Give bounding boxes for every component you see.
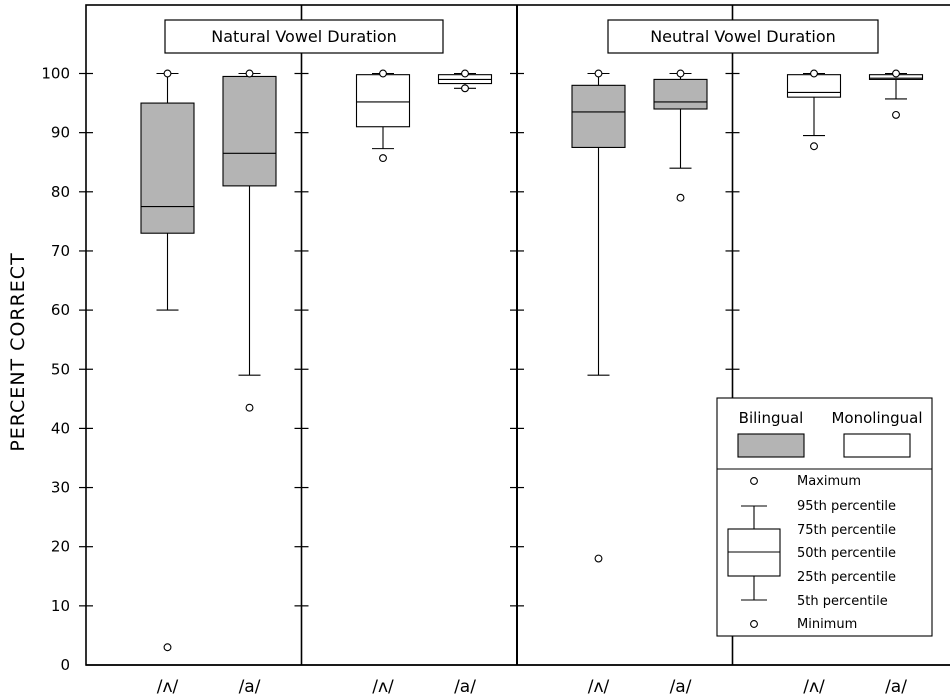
minimum-marker <box>245 403 254 412</box>
iqr-box <box>355 74 411 128</box>
panel-titles: Natural Vowel Duration Neutral Vowel Dura… <box>164 19 879 54</box>
iqr-box <box>786 74 842 98</box>
maximum-marker <box>379 69 387 78</box>
panel-title-2: Neutral Vowel Duration <box>607 19 879 54</box>
category-label: /ʌ/ <box>372 677 394 695</box>
legend-item-label: Maximum <box>797 474 861 489</box>
category-label: /ʌ/ <box>803 677 825 695</box>
box-4-2: /a/ <box>868 69 924 695</box>
maximum-marker <box>461 69 469 78</box>
panel-3: /ʌ/ /a/ <box>571 69 708 695</box>
minimum-marker <box>594 554 603 563</box>
panel-title-text: Neutral Vowel Duration <box>650 27 836 46</box>
y-tick-label: 60 <box>51 301 70 319</box>
box-4-1: /ʌ/ <box>786 69 842 695</box>
category-label: /ʌ/ <box>588 677 610 695</box>
box-1-2: /a/ <box>222 69 277 695</box>
minimum-marker <box>810 142 818 151</box>
panel-title-box <box>607 19 879 54</box>
legend-item-label: Minimum <box>797 617 857 632</box>
minimum-marker <box>676 193 685 202</box>
category-label: /a/ <box>885 677 907 695</box>
legend-item-label: 75th percentile <box>797 523 896 538</box>
legend-monolingual-label: Monolingual <box>831 409 922 427</box>
box-3-1: /ʌ/ <box>571 69 626 695</box>
maximum-marker <box>810 69 818 78</box>
legend-item-label: 95th percentile <box>797 499 896 514</box>
category-label: /a/ <box>454 677 476 695</box>
minimum-marker <box>379 154 387 163</box>
panel-title-box <box>164 19 444 54</box>
minimum-marker <box>163 643 172 652</box>
panel-2: /ʌ/ /a/ <box>355 69 493 695</box>
category-label: /a/ <box>239 677 261 695</box>
maximum-marker <box>594 69 603 78</box>
minimum-marker <box>461 84 469 93</box>
panel-1: /ʌ/ /a/ <box>140 69 277 695</box>
legend-maximum-marker <box>750 477 758 485</box>
minimum-marker <box>892 110 900 119</box>
box-3-2: /a/ <box>653 69 708 695</box>
legend-monolingual-swatch <box>843 433 911 458</box>
iqr-box <box>571 84 626 148</box>
plot-frame <box>85 4 950 666</box>
iqr-box <box>222 75 277 187</box>
maximum-marker <box>892 69 900 78</box>
y-axis-label: PERCENT CORRECT <box>7 252 29 451</box>
legend-bilingual-swatch <box>737 433 805 458</box>
box-1-1: /ʌ/ <box>140 69 195 695</box>
box-2-2: /a/ <box>437 69 493 695</box>
box-2-1: /ʌ/ <box>355 69 411 695</box>
y-tick-label: 50 <box>51 360 70 378</box>
category-label: /a/ <box>670 677 692 695</box>
panel-title-text: Natural Vowel Duration <box>211 27 397 46</box>
y-tick-label: 100 <box>41 65 70 83</box>
legend-minimum-marker <box>750 620 758 628</box>
maximum-marker <box>163 69 172 78</box>
legend-item-label: 25th percentile <box>797 570 896 585</box>
panel-4: /ʌ/ /a/ <box>786 69 924 695</box>
maximum-marker <box>676 69 685 78</box>
y-tick-label: 90 <box>51 124 70 142</box>
y-tick-label: 0 <box>60 656 70 674</box>
y-axis-ticks: 0 10 20 30 40 50 60 70 80 90 100 <box>41 65 740 674</box>
legend-item-label: 50th percentile <box>797 546 896 561</box>
y-tick-label: 70 <box>51 242 70 260</box>
y-tick-label: 10 <box>51 597 70 615</box>
y-tick-label: 30 <box>51 479 70 497</box>
y-tick-label: 40 <box>51 419 70 437</box>
legend-bilingual-label: Bilingual <box>739 409 804 427</box>
maximum-marker <box>245 69 254 78</box>
legend: Bilingual Monolingual Maximum 95th percenti… <box>716 397 933 637</box>
y-tick-label: 80 <box>51 183 70 201</box>
panel-title-1: Natural Vowel Duration <box>164 19 444 54</box>
y-tick-label: 20 <box>51 538 70 556</box>
iqr-box <box>140 102 195 234</box>
panels: /ʌ/ /a/ /ʌ/ /a/ /ʌ/ /a/ /ʌ/ /a/ <box>140 69 924 695</box>
iqr-box <box>653 78 708 110</box>
legend-item-label: 5th percentile <box>797 594 888 609</box>
category-label: /ʌ/ <box>157 677 179 695</box>
